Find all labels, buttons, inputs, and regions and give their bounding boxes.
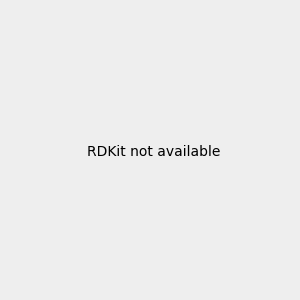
Text: RDKit not available: RDKit not available: [87, 145, 220, 158]
